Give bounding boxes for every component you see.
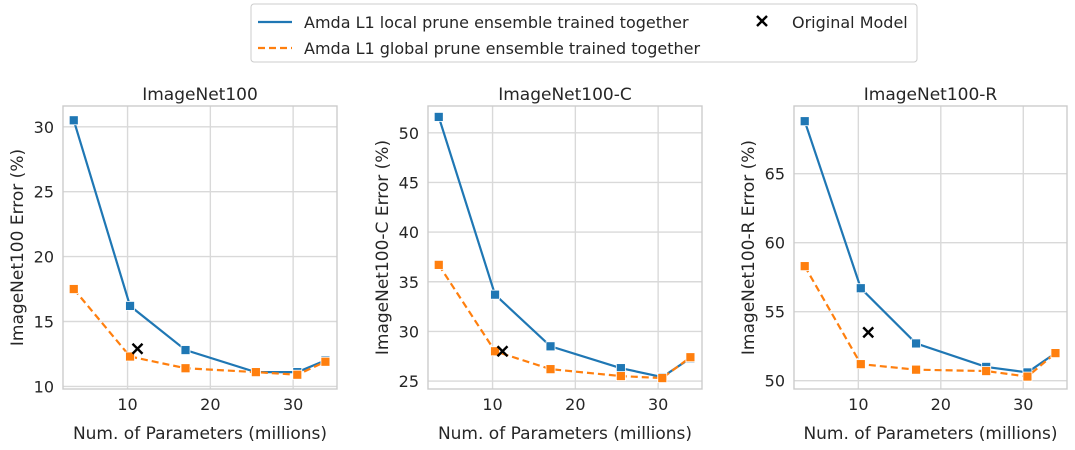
data-point-global <box>981 366 992 376</box>
panel-title: ImageNet100-R <box>864 85 998 105</box>
panel-imagenet100-c: 10 20 30 25 30 35 40 45 50 ImageNet100-C Num. of P… <box>373 85 703 444</box>
y-axis-label: ImageNet100 Error (%) <box>8 149 28 346</box>
legend: Amda L1 local prune ensemble trained tog… <box>250 3 918 63</box>
x-tick-label: 30 <box>648 395 668 414</box>
x-tick-label: 20 <box>931 395 951 414</box>
data-point-global <box>615 371 626 381</box>
plot-frame <box>793 105 1068 390</box>
data-point-local <box>855 283 866 294</box>
data-point-global <box>180 363 191 374</box>
data-point-global <box>68 284 79 294</box>
data-point-local <box>125 301 135 311</box>
y-tick-label: 25 <box>34 183 54 202</box>
y-axis-label: ImageNet100-R Error (%) <box>739 140 759 355</box>
original-model-marker <box>862 326 875 339</box>
data-point-global <box>125 351 135 362</box>
y-tick-label: 25 <box>399 372 419 391</box>
data-point-global <box>490 346 500 357</box>
x-tick-label: 20 <box>200 395 220 414</box>
data-point-global <box>657 373 668 383</box>
x-axis-label: Num. of Parameters (millions) <box>73 424 327 444</box>
data-point-local <box>68 115 79 126</box>
x-mark-stroke <box>862 326 875 339</box>
y-tick-label: 20 <box>34 248 54 267</box>
panel-imagenet100-r: 10 20 30 50 55 60 65 ImageNet100-R Num. of Param… <box>739 85 1068 444</box>
x-tick-label: 10 <box>482 395 502 414</box>
data-point-local <box>180 345 191 355</box>
x-mark-stroke <box>131 342 144 355</box>
y-tick-label: 45 <box>399 173 419 192</box>
y-tick-label: 10 <box>34 377 54 396</box>
data-point-local <box>433 112 444 122</box>
y-tick-label: 60 <box>765 234 785 253</box>
data-point-global <box>855 359 866 370</box>
x-tick-label: 20 <box>565 395 585 414</box>
original-model-marker <box>496 345 509 358</box>
x-tick-label: 30 <box>1013 395 1033 414</box>
data-point-local <box>490 289 500 300</box>
plot-frame <box>62 105 338 390</box>
x-mark-stroke <box>496 345 509 358</box>
legend-label-local: Amda L1 local prune ensemble trained tog… <box>304 13 689 32</box>
data-point-global <box>1022 371 1033 382</box>
y-tick-label: 15 <box>34 312 54 331</box>
x-axis-label: Num. of Parameters (millions) <box>803 424 1057 444</box>
x-tick-label: 10 <box>848 395 868 414</box>
y-tick-label: 65 <box>765 165 785 184</box>
y-tick-label: 35 <box>399 273 419 292</box>
data-point-global <box>1050 348 1061 359</box>
x-axis-label: Num. of Parameters (millions) <box>438 424 692 444</box>
legend-label-original: Original Model <box>792 13 908 32</box>
series-line-global <box>803 265 1057 378</box>
panel-imagenet100: 10 20 30 10 15 20 25 30 ImageNet100 Num. of Param… <box>8 85 338 444</box>
legend-label-global: Amda L1 global prune ensemble trained to… <box>304 39 701 58</box>
data-point-global <box>799 261 810 272</box>
original-model-marker <box>131 342 144 355</box>
x-tick-label: 10 <box>117 395 137 414</box>
data-point-global <box>685 352 696 363</box>
y-tick-label: 55 <box>765 303 785 322</box>
data-point-local <box>911 338 921 349</box>
data-point-global <box>433 259 444 270</box>
series-line-local <box>803 120 1057 374</box>
data-point-local <box>545 341 556 352</box>
plot-frame <box>427 105 703 390</box>
x-tick-label: 30 <box>283 395 303 414</box>
series-line-local <box>437 116 692 379</box>
y-tick-label: 50 <box>399 124 419 143</box>
panel-title: ImageNet100-C <box>498 85 632 105</box>
legend-swatch-original <box>756 15 768 27</box>
series-line-global <box>72 288 326 376</box>
legend-frame <box>250 3 918 63</box>
y-tick-label: 40 <box>399 223 419 242</box>
y-tick-label: 30 <box>34 118 54 137</box>
data-point-global <box>545 364 556 375</box>
panel-title: ImageNet100 <box>142 85 258 105</box>
data-point-global <box>911 364 921 375</box>
data-point-global <box>292 369 303 380</box>
data-point-global <box>250 367 261 378</box>
y-axis-label: ImageNet100-C Error (%) <box>373 140 393 355</box>
y-tick-label: 50 <box>765 372 785 391</box>
data-point-global <box>320 356 331 367</box>
y-tick-label: 30 <box>399 322 419 341</box>
data-point-local <box>799 116 810 127</box>
